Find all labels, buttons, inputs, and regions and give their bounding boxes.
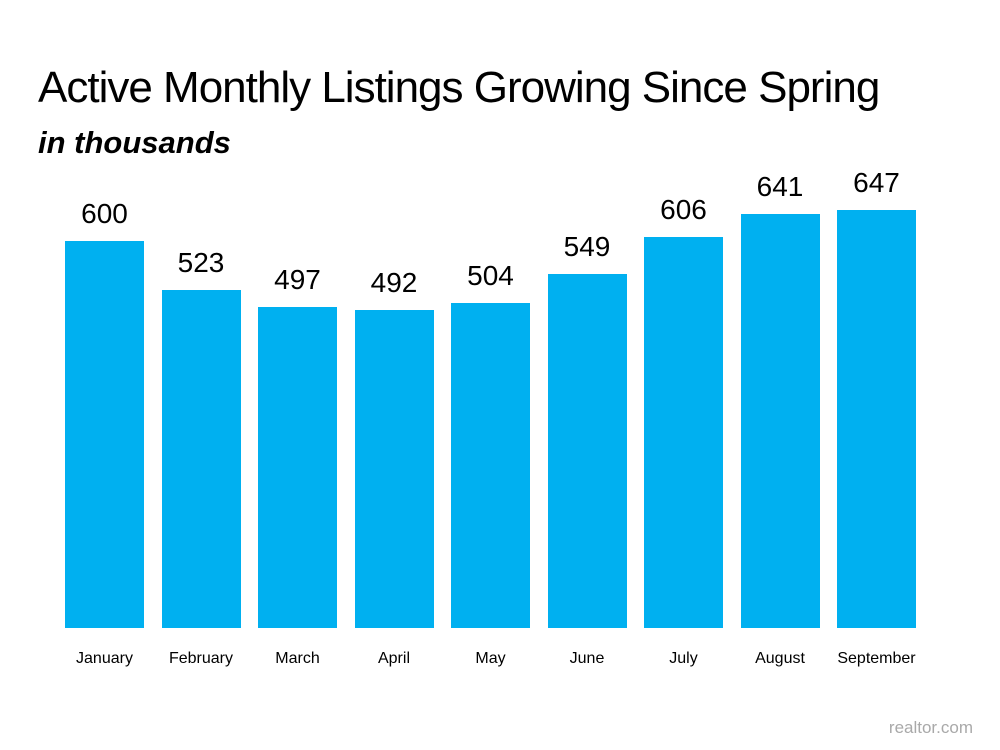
- watermark-realtor: realtor.com: [888, 718, 973, 737]
- bar-value-label: 606: [660, 194, 707, 225]
- bar-value-label: 647: [853, 167, 900, 198]
- bar-column: 504 May: [451, 261, 530, 675]
- bar-column: 600 January: [65, 199, 144, 675]
- category-label: January: [76, 650, 133, 667]
- category-label: May: [475, 650, 506, 667]
- bar-column: 606 July: [644, 195, 723, 675]
- bar-value-label: 549: [563, 231, 611, 262]
- category-label: March: [275, 650, 320, 667]
- category-label: April: [377, 650, 410, 667]
- bar-column: 523 February: [161, 247, 241, 675]
- bar: [740, 214, 820, 628]
- bar-column: 492 April: [354, 267, 434, 675]
- category-label: June: [569, 650, 605, 667]
- bar: [547, 274, 627, 628]
- bar-column: 549 June: [547, 231, 627, 675]
- bar: [161, 290, 241, 628]
- bar: [65, 241, 144, 628]
- bar-value-label: 641: [756, 171, 804, 202]
- bar: [258, 307, 337, 628]
- category-label: July: [669, 650, 698, 667]
- bar: [644, 237, 723, 628]
- bar-value-label: 504: [467, 260, 514, 291]
- bar-chart: 600 January 523 February 497 March 492 April 504…: [65, 0, 916, 675]
- bar-value-label: 497: [274, 264, 321, 295]
- category-label: August: [755, 650, 805, 667]
- bar-value-label: 492: [370, 267, 418, 298]
- bar-value-label: 523: [177, 247, 225, 278]
- bar: [451, 303, 530, 628]
- bar-column: 647 September: [837, 168, 916, 675]
- category-label: February: [168, 650, 234, 667]
- chart-subtitle: in thousands: [38, 125, 231, 160]
- category-label: September: [837, 650, 916, 667]
- bar: [837, 210, 916, 628]
- chart-title: Active Monthly Listings Growing Since Sp…: [38, 63, 880, 112]
- bar-value-label: 600: [81, 198, 128, 229]
- bar-column: 497 March: [258, 265, 337, 675]
- bar: [354, 310, 434, 628]
- bar-column: 641 August: [740, 171, 820, 675]
